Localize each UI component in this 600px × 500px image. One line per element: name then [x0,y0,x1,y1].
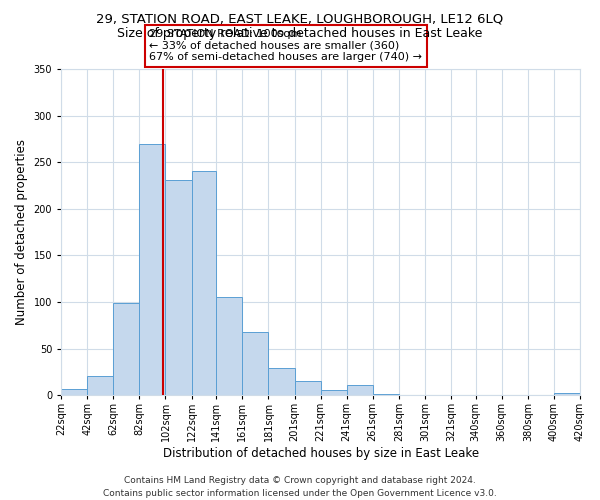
Bar [139,144,166,395]
Bar [242,332,268,395]
Bar [268,368,295,395]
Bar [87,376,113,395]
Text: 29, STATION ROAD, EAST LEAKE, LOUGHBOROUGH, LE12 6LQ: 29, STATION ROAD, EAST LEAKE, LOUGHBOROU… [97,12,503,26]
Bar [295,381,320,395]
Bar [373,394,399,395]
Text: 29 STATION ROAD: 100sqm
← 33% of detached houses are smaller (360)
67% of semi-d: 29 STATION ROAD: 100sqm ← 33% of detache… [149,30,422,62]
Bar [320,390,347,395]
Bar [217,298,242,395]
X-axis label: Distribution of detached houses by size in East Leake: Distribution of detached houses by size … [163,447,479,460]
Bar [191,172,217,395]
Bar [554,394,580,395]
Bar [166,180,191,395]
Y-axis label: Number of detached properties: Number of detached properties [15,139,28,325]
Bar [113,303,139,395]
Bar [347,385,373,395]
Text: Contains HM Land Registry data © Crown copyright and database right 2024.
Contai: Contains HM Land Registry data © Crown c… [103,476,497,498]
Bar [61,388,87,395]
Text: Size of property relative to detached houses in East Leake: Size of property relative to detached ho… [118,28,482,40]
